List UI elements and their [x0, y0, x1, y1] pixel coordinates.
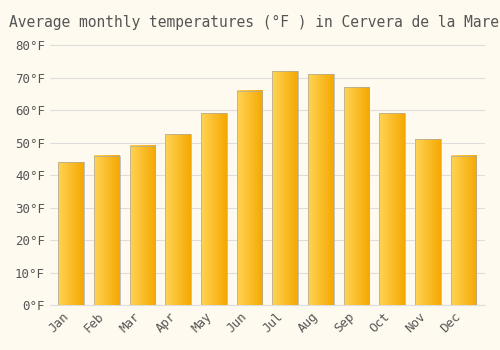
Bar: [451, 155, 476, 305]
Bar: [272, 71, 298, 305]
Bar: [380, 113, 405, 305]
Bar: [130, 146, 156, 305]
Bar: [94, 155, 120, 305]
Bar: [201, 113, 227, 305]
Bar: [166, 134, 191, 305]
Title: Average monthly temperatures (°F ) in Cervera de la Marenda: Average monthly temperatures (°F ) in Ce…: [10, 15, 500, 30]
Bar: [237, 91, 262, 305]
Bar: [58, 162, 84, 305]
Bar: [415, 139, 441, 305]
Bar: [308, 74, 334, 305]
Bar: [344, 88, 370, 305]
